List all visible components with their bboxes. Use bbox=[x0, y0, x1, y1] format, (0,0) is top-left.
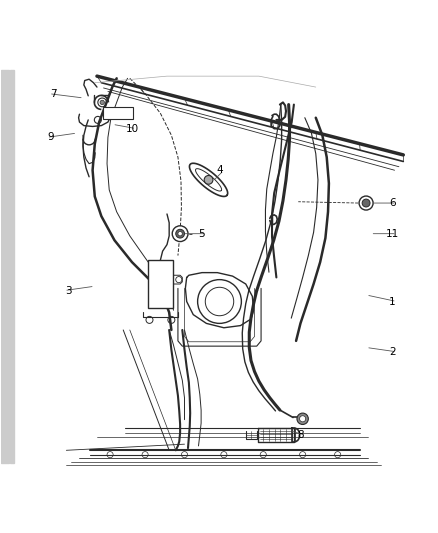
Circle shape bbox=[296, 413, 307, 424]
Circle shape bbox=[299, 416, 305, 422]
Text: 8: 8 bbox=[297, 430, 303, 440]
Text: 7: 7 bbox=[50, 88, 57, 99]
Circle shape bbox=[100, 100, 104, 104]
Text: 2: 2 bbox=[388, 347, 395, 357]
Bar bbox=[11, 70, 14, 463]
Text: 10: 10 bbox=[125, 124, 138, 134]
Circle shape bbox=[361, 199, 369, 207]
Circle shape bbox=[358, 196, 372, 210]
Bar bbox=[1, 70, 9, 463]
Text: 4: 4 bbox=[215, 165, 223, 175]
Circle shape bbox=[175, 229, 184, 238]
Circle shape bbox=[177, 231, 182, 236]
Circle shape bbox=[204, 175, 212, 184]
FancyBboxPatch shape bbox=[102, 107, 133, 119]
Text: 9: 9 bbox=[48, 132, 54, 142]
FancyBboxPatch shape bbox=[148, 260, 172, 308]
Text: 3: 3 bbox=[65, 286, 72, 296]
Text: 6: 6 bbox=[388, 198, 395, 208]
Text: 5: 5 bbox=[198, 229, 205, 239]
Circle shape bbox=[172, 226, 187, 241]
Text: 1: 1 bbox=[388, 296, 395, 306]
Text: 11: 11 bbox=[385, 229, 398, 239]
